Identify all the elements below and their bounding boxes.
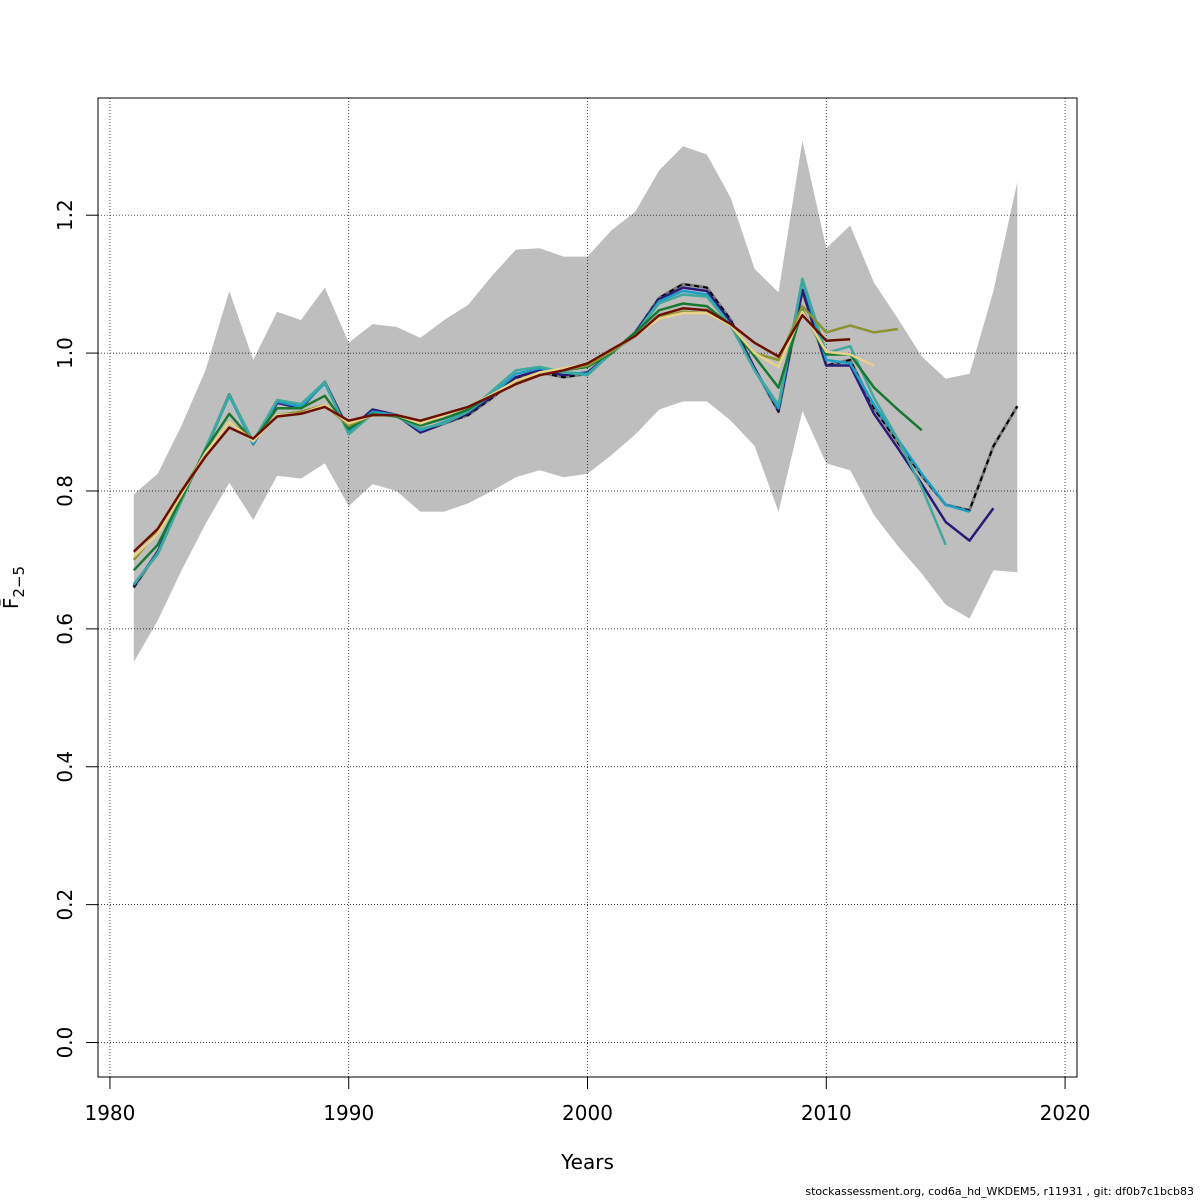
confidence-band-area (133, 140, 1018, 662)
y-axis-title: F̄2−5 (0, 566, 28, 609)
footer-caption: stockassessment.org, cod6a_hd_WKDEM5, r1… (805, 1185, 1194, 1198)
y-tick-label: 0.8 (53, 475, 77, 507)
y-axis: 0.0 0.2 0.4 0.6 0.8 1.0 1.2 (53, 199, 99, 1059)
x-axis: 1980 1990 2000 2010 2020 (84, 1076, 1091, 1125)
series-4 (132, 277, 947, 585)
series-7 (132, 310, 875, 558)
x-tick-label: 1990 (323, 1101, 374, 1125)
series-line (132, 277, 947, 585)
y-axis-title-subscript: 2−5 (10, 566, 28, 598)
y-tick-label: 0.0 (53, 1027, 77, 1059)
grid (98, 98, 1077, 1077)
series-line (132, 307, 851, 553)
confidence-band (133, 140, 1018, 662)
x-tick-label: 2000 (562, 1101, 613, 1125)
series-lines (132, 277, 1019, 589)
y-tick-label: 1.0 (53, 337, 77, 369)
series-8 (132, 307, 851, 553)
y-tick-label: 0.6 (53, 613, 77, 645)
x-axis-title: Years (560, 1150, 614, 1174)
series-line (132, 310, 875, 558)
x-tick-label: 2010 (801, 1101, 852, 1125)
y-axis-title-main: F̄ (0, 598, 23, 610)
y-tick-label: 0.4 (53, 751, 77, 783)
y-tick-label: 1.2 (53, 199, 77, 231)
x-tick-label: 1980 (84, 1101, 135, 1125)
x-tick-label: 2020 (1040, 1101, 1091, 1125)
y-tick-label: 0.2 (53, 889, 77, 921)
